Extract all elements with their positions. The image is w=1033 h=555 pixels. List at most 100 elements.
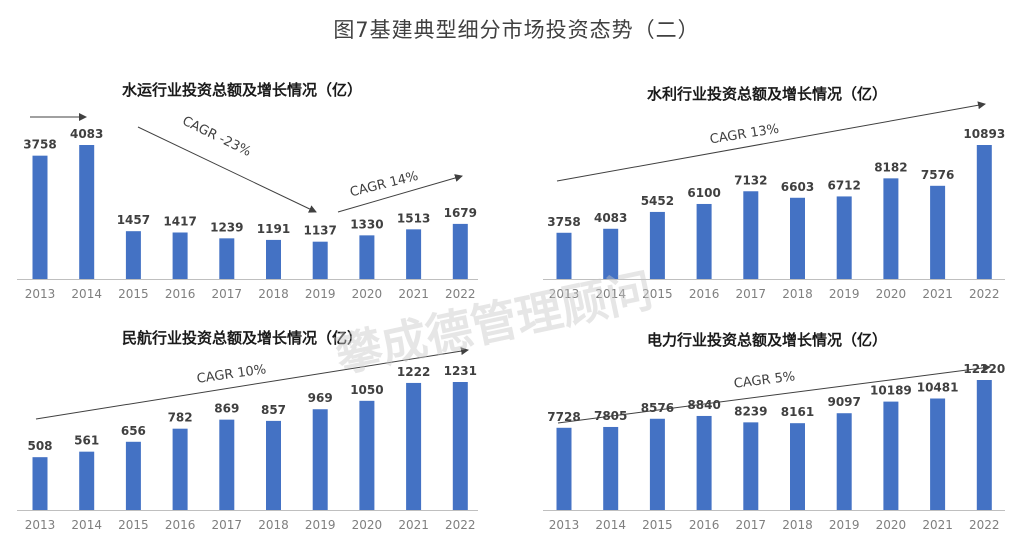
bar bbox=[790, 423, 805, 510]
chart-panel-4: 电力行业投资总额及增长情况（亿）772820137805201485762015… bbox=[543, 331, 1005, 532]
page-title: 图7基建典型细分市场投资态势（二） bbox=[333, 18, 700, 42]
data-label: 10481 bbox=[917, 381, 959, 395]
data-label: 1231 bbox=[444, 364, 477, 378]
data-label: 508 bbox=[27, 439, 52, 453]
bar bbox=[32, 155, 48, 279]
cagr-annotation: CAGR 5% bbox=[733, 369, 796, 391]
x-tick-label: 2022 bbox=[445, 287, 476, 301]
x-tick-label: 2017 bbox=[736, 518, 767, 532]
x-tick-label: 2018 bbox=[258, 287, 289, 301]
data-label: 8840 bbox=[687, 398, 720, 412]
x-tick-label: 2014 bbox=[71, 518, 102, 532]
bar bbox=[125, 441, 141, 510]
chart-panel-1: 水运行业投资总额及增长情况（亿） 3758 2013 4083 2014 1457 2015… bbox=[17, 81, 478, 301]
x-tick-label: 2014 bbox=[71, 287, 102, 301]
bar bbox=[556, 232, 572, 279]
bar bbox=[743, 422, 759, 510]
bar bbox=[836, 413, 852, 510]
x-tick-label: 2013 bbox=[549, 518, 580, 532]
x-tick-label: 2013 bbox=[25, 287, 56, 301]
data-label: 4083 bbox=[594, 211, 627, 225]
bar bbox=[603, 426, 619, 510]
bar bbox=[976, 380, 992, 510]
data-label: 8161 bbox=[781, 405, 814, 419]
x-tick-label: 2017 bbox=[736, 287, 767, 301]
x-tick-label: 2021 bbox=[922, 287, 953, 301]
bar bbox=[696, 415, 712, 510]
x-tick-label: 2019 bbox=[829, 518, 860, 532]
x-tick-label: 2016 bbox=[165, 287, 196, 301]
cagr-annotation: CAGR 14% bbox=[348, 169, 419, 200]
x-tick-label: 2016 bbox=[165, 518, 196, 532]
data-label: 1417 bbox=[163, 214, 196, 228]
data-label: 1513 bbox=[397, 211, 430, 225]
x-tick-label: 2017 bbox=[212, 518, 243, 532]
x-tick-label: 2017 bbox=[212, 287, 243, 301]
data-label: 1137 bbox=[303, 224, 336, 238]
data-label: 10893 bbox=[963, 127, 1005, 141]
cagr-annotation: CAGR -23% bbox=[180, 114, 254, 160]
bar bbox=[312, 409, 328, 510]
data-label: 6712 bbox=[827, 178, 860, 192]
x-tick-label: 2021 bbox=[922, 518, 953, 532]
data-label: 1239 bbox=[210, 220, 243, 234]
chart-panel-2: 水利行业投资总额及增长情况（亿） 3758 2013 4083 2014 5452 2015… bbox=[543, 85, 1005, 301]
x-tick-label: 2019 bbox=[305, 518, 336, 532]
bar bbox=[32, 457, 48, 510]
x-tick-label: 2019 bbox=[829, 287, 860, 301]
x-tick-label: 2018 bbox=[782, 518, 813, 532]
x-tick-label: 2015 bbox=[118, 518, 149, 532]
data-label: 9097 bbox=[827, 395, 860, 409]
x-tick-label: 2022 bbox=[969, 518, 1000, 532]
bar bbox=[266, 420, 281, 510]
x-tick-label: 2016 bbox=[689, 287, 720, 301]
bar bbox=[79, 451, 95, 510]
data-label: 7728 bbox=[547, 410, 580, 424]
data-label: 5452 bbox=[641, 194, 674, 208]
bar bbox=[452, 223, 468, 279]
bar bbox=[649, 418, 665, 510]
x-tick-label: 2019 bbox=[305, 287, 336, 301]
x-tick-label: 2022 bbox=[969, 287, 1000, 301]
trend-arrow bbox=[337, 174, 463, 213]
data-label: 1330 bbox=[350, 217, 383, 231]
bar bbox=[883, 401, 899, 510]
data-label: 1222 bbox=[397, 365, 430, 379]
bar bbox=[266, 239, 281, 279]
data-label: 8239 bbox=[734, 404, 767, 418]
bar bbox=[790, 197, 805, 279]
data-label: 561 bbox=[74, 434, 99, 448]
data-label: 869 bbox=[214, 402, 239, 416]
bar bbox=[312, 241, 328, 279]
x-tick-label: 2016 bbox=[689, 518, 720, 532]
data-label: 656 bbox=[121, 424, 146, 438]
x-tick-label: 2018 bbox=[782, 287, 813, 301]
chart-title: 水运行业投资总额及增长情况（亿） bbox=[122, 81, 362, 99]
data-label: 1050 bbox=[350, 383, 383, 397]
data-label: 969 bbox=[308, 391, 333, 405]
data-label: 1191 bbox=[257, 222, 290, 236]
bar bbox=[79, 145, 95, 279]
bar bbox=[930, 185, 946, 279]
bar bbox=[930, 398, 946, 510]
trend-arrow bbox=[35, 347, 469, 420]
data-label: 1679 bbox=[444, 206, 477, 220]
bar bbox=[172, 232, 188, 279]
data-label: 8182 bbox=[874, 160, 907, 174]
x-tick-label: 2015 bbox=[642, 518, 673, 532]
cagr-annotation: CAGR 10% bbox=[196, 362, 267, 387]
data-label: 6603 bbox=[781, 180, 814, 194]
data-label: 3758 bbox=[547, 215, 580, 229]
x-tick-label: 2020 bbox=[352, 518, 383, 532]
x-tick-label: 2015 bbox=[118, 287, 149, 301]
trend-arrow bbox=[556, 101, 986, 182]
bar bbox=[556, 427, 572, 510]
data-label: 4083 bbox=[70, 127, 103, 141]
bar bbox=[649, 211, 665, 279]
data-label: 7576 bbox=[921, 168, 954, 182]
data-label: 12220 bbox=[963, 362, 1005, 376]
x-tick-label: 2014 bbox=[595, 518, 626, 532]
bar bbox=[603, 228, 619, 279]
bar bbox=[406, 229, 422, 279]
